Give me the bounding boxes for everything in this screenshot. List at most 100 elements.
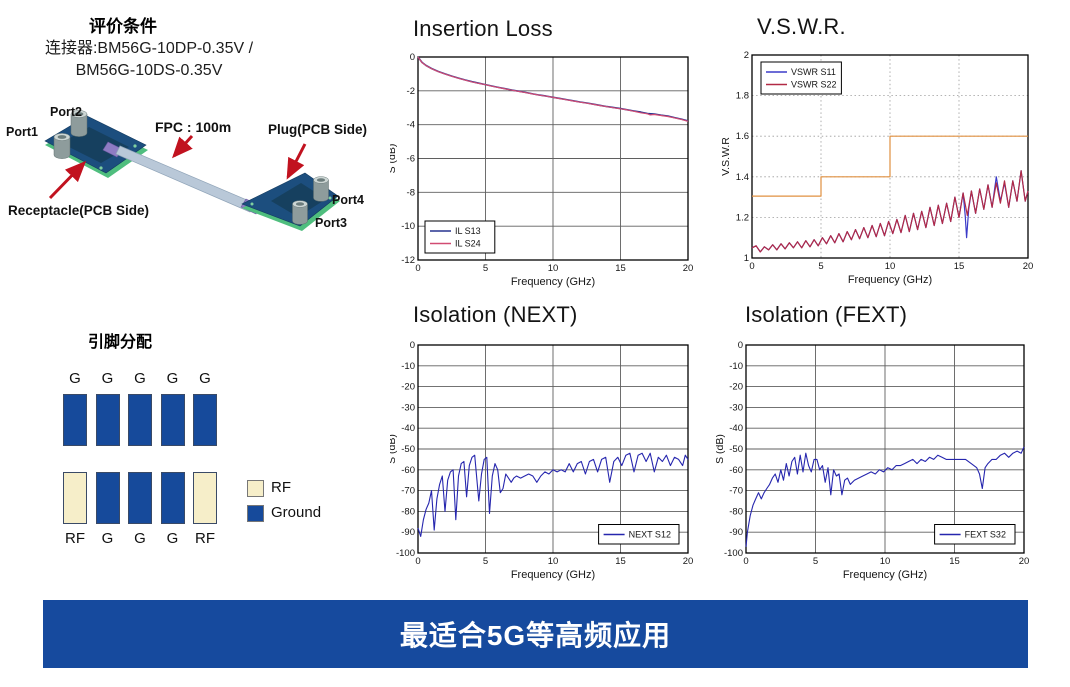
y-tick-label: 1 [744,253,749,264]
port2-connector-cylinder [70,110,88,137]
series-next-s12 [417,452,689,537]
legend-label: IL S24 [455,239,481,249]
y-tick-label: -50 [401,444,415,455]
y-tick-label: -20 [729,382,743,393]
y-tick-label: -40 [401,423,415,434]
y-tick-label: -4 [407,120,415,131]
y-tick-label: -90 [401,527,415,538]
banner-text: 最适合5G等高频应用 [399,620,672,651]
fpc-label: FPC : 100m [155,119,231,135]
y-tick-label: -70 [729,486,743,497]
pin-cell-rf [193,472,217,524]
pin-cell-ground [128,394,152,446]
y-tick-label: -70 [401,486,415,497]
chart-title-isolation-fext: Isolation (FEXT) [745,302,908,327]
y-tick-label: -20 [401,382,415,393]
pin-label: G [134,370,146,387]
x-tick-label: 0 [749,261,754,272]
pin-label: G [101,530,114,547]
y-tick-label: -12 [401,255,415,266]
pin-cell-ground [128,472,152,524]
y-axis-label: V.S.W.R [722,137,732,176]
condition-title: 评价条件 [89,17,157,36]
series-fext-s32 [745,446,1025,547]
y-axis-label: S (dB) [390,434,398,464]
x-tick-label: 20 [1023,261,1034,272]
x-axis-label: Frequency (GHz) [848,274,932,286]
pin-label: G [199,370,211,387]
legend-box [934,524,1016,545]
y-tick-label: -60 [729,465,743,476]
chart-title-insertion-loss: Insertion Loss [413,16,553,41]
pin-label: G [166,370,179,387]
y-tick-label: -80 [729,506,743,517]
legend-swatch-rf [247,480,264,497]
pin-label: G [69,370,81,387]
chart-title-vswr: V.S.W.R. [757,14,846,39]
chart-title-isolation-next: Isolation (NEXT) [413,302,578,327]
connector-model: 连接器:BM56G-10DP-0.35V / BM56G-10DS-0.35V [26,38,272,81]
x-tick-label: 15 [949,556,960,567]
x-tick-label: 0 [415,263,420,274]
arrow-to-plug-icon [286,143,307,180]
x-axis-label: Frequency (GHz) [511,569,595,581]
receptacle-label: Receptacle(PCB Side) [8,203,149,218]
port4-connector-cylinder [313,176,329,202]
pin-label: G [134,530,146,547]
y-tick-label: 0 [410,340,415,351]
y-tick-label: 0 [738,340,743,351]
pin-cell-ground [160,394,185,446]
y-tick-label: -80 [401,506,415,517]
legend-box [760,61,842,95]
legend-label-ground: Ground [271,504,322,521]
port3-label: Port3 [315,216,347,230]
pin-cell-ground [95,472,120,524]
x-tick-label: 5 [813,556,818,567]
plug-label: Plug(PCB Side) [268,122,367,137]
x-axis-label: Frequency (GHz) [511,276,595,288]
legend-label: FEXT S32 [965,530,1006,540]
y-tick-label: -30 [729,402,743,413]
x-tick-label: 5 [483,556,488,567]
y-tick-label: 1.8 [736,91,749,102]
x-tick-label: 5 [818,261,823,272]
y-tick-label: -60 [401,465,415,476]
port1-connector-cylinder [53,133,71,159]
arrow-to-fpc-icon [171,134,194,159]
x-tick-label: 10 [548,556,559,567]
series-vswr-s22 [751,170,1029,253]
x-tick-label: 5 [483,263,488,274]
pin-cell-ground [160,472,185,524]
chart-vswr: 0 5 10 15 20 1 1.2 1.4 1.6 1.8 2 Frequency (GHz) V.S… [722,50,1034,286]
legend-swatch-ground [247,505,264,522]
x-tick-label: 20 [683,556,694,567]
y-tick-label: -90 [729,527,743,538]
y-tick-label: -10 [401,221,415,232]
bottom-banner: 最适合5G等高频应用 [43,600,1028,668]
chart-isolation-fext: 0 5 10 15 20 0 -10 -20 -30 -40 -50 -60 -70 -80 -90 -100… [716,340,1029,581]
x-tick-label: 20 [683,263,694,274]
y-tick-label: -50 [729,444,743,455]
y-tick-label: -10 [729,361,743,372]
pin-cell-ground [63,394,87,446]
series-vswr-spec-limit [752,135,1028,197]
port2-label: Port2 [50,105,82,119]
plot-border [417,56,689,261]
x-tick-label: 10 [885,261,896,272]
plot-border [745,344,1025,554]
port1-label: Port1 [6,125,38,139]
y-axis-label: S (dB) [390,144,398,174]
test-setup-figure: Port2 Port1 FPC : 100m Plug(PCB Side) Re… [6,105,367,231]
y-tick-label: -100 [396,548,415,559]
x-axis-label: Frequency (GHz) [843,569,927,581]
y-tick-label: -40 [729,423,743,434]
y-tick-label: -6 [407,154,415,165]
y-tick-label: 1.4 [736,172,749,183]
y-tick-label: -10 [401,361,415,372]
arrow-to-receptacle-icon [48,160,87,200]
legend-label: NEXT S12 [629,530,671,540]
pin-label: RF [65,530,85,547]
port3-connector-cylinder [292,200,308,225]
legend-box [424,220,496,254]
